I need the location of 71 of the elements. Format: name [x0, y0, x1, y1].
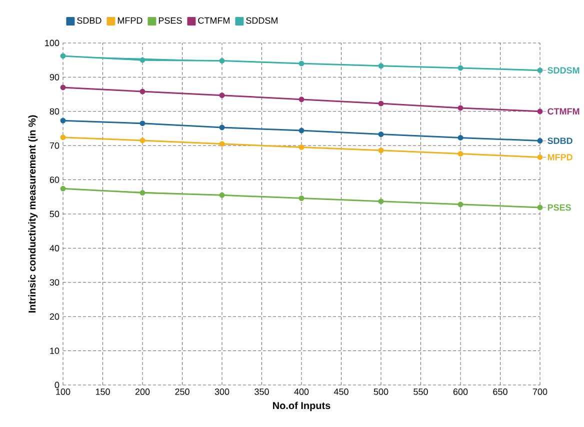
y-tick-label: 10	[50, 348, 60, 354]
point	[219, 141, 225, 147]
point	[537, 138, 543, 144]
point	[458, 151, 464, 157]
x-tick-label: 350	[254, 388, 269, 395]
point	[140, 57, 146, 63]
point	[60, 134, 66, 140]
point	[537, 68, 543, 74]
point	[378, 100, 384, 106]
point	[140, 88, 146, 94]
y-tick-label: 40	[50, 244, 60, 252]
x-tick-label: 150	[96, 388, 110, 395]
point	[219, 58, 225, 64]
y-tick-label: 60	[50, 176, 60, 183]
point	[378, 148, 384, 154]
point	[458, 202, 464, 208]
point	[140, 138, 146, 144]
x-tick-label: 700	[532, 388, 548, 395]
x-tick-label: 300	[214, 388, 230, 395]
text: SDBD	[548, 138, 572, 144]
point	[298, 96, 304, 102]
x-tick-label: 400	[294, 388, 309, 395]
point	[60, 186, 66, 192]
point	[458, 65, 464, 71]
point	[140, 120, 146, 126]
text: PSES	[548, 204, 571, 211]
point	[60, 118, 66, 124]
y-tick-label: 70	[50, 142, 60, 149]
point	[219, 192, 225, 198]
x-tick-label: 100	[56, 388, 70, 395]
point	[378, 132, 384, 138]
legend-label: SDDSM	[246, 17, 278, 24]
point	[298, 60, 304, 66]
y-axis-title: Intrinsic conductivity measurement (in %)	[28, 115, 38, 312]
point	[219, 92, 225, 98]
text: MFPD	[548, 154, 572, 160]
x-tick-label: 450	[334, 388, 348, 395]
y-tick-label: 90	[50, 74, 60, 80]
legend-label: SDBD	[77, 17, 102, 24]
legend-label: CTMFM	[198, 17, 230, 24]
y-tick-label: 50	[50, 210, 60, 218]
y-tick-label: 100	[45, 40, 60, 46]
point	[219, 124, 225, 130]
point	[140, 190, 146, 196]
x-tick-label: 550	[414, 388, 428, 395]
point	[298, 128, 304, 134]
legend-label: MFPD	[118, 17, 142, 24]
x-tick-label: 650	[493, 388, 508, 395]
y-tick-label: 0	[54, 382, 60, 388]
y-tick-label: 20	[50, 313, 60, 320]
text: SDDSM	[548, 67, 580, 74]
y-tick-label: 30	[50, 279, 60, 286]
point	[458, 134, 464, 140]
x-tick-label: 200	[135, 388, 150, 395]
x-tick-label: 250	[175, 388, 190, 395]
point	[60, 53, 66, 59]
point	[378, 63, 384, 69]
point	[537, 154, 543, 160]
y-tick-label: 80	[50, 108, 60, 115]
x-tick-label: 600	[453, 388, 468, 395]
point	[298, 144, 304, 150]
point	[537, 108, 543, 114]
point	[458, 105, 464, 111]
point	[298, 196, 304, 202]
point	[60, 84, 66, 90]
x-axis-title: No.of Inputs	[273, 402, 330, 412]
x-tick-label: 500	[374, 388, 388, 395]
text: CTMFM	[548, 108, 580, 115]
point	[378, 198, 384, 204]
legend-label: PSES	[158, 17, 182, 24]
point	[537, 204, 543, 210]
